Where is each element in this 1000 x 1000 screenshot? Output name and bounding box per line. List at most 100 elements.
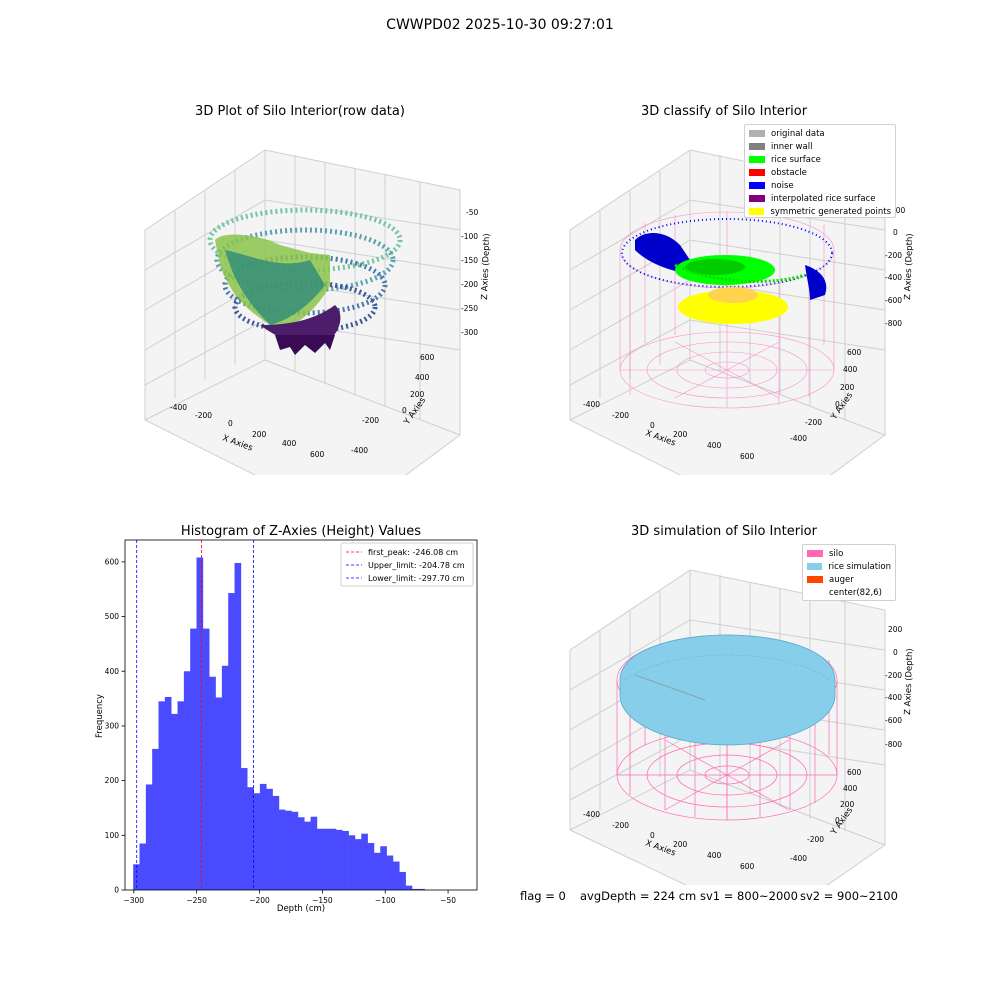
z-tick: -400 [885,693,902,702]
y-tick: 600 [847,348,862,357]
classify-y-ticks: -400 -200 0 200 400 600 [790,348,862,443]
x-tick: 200 [673,430,688,439]
figure-title: CWWPD02 2025-10-30 09:27:01 [386,17,614,33]
raw-point-cloud [207,207,403,355]
legend-label: silo [829,548,844,559]
z-tick: -600 [885,716,902,725]
histogram-title: Histogram of Z-Axies (Height) Values [180,524,422,539]
classify-plot-title: 3D classify of Silo Interior [640,104,808,119]
histogram-bar [234,562,242,890]
y-tick: 0 [402,406,407,415]
histogram-bar [335,829,343,890]
legend-swatch [807,589,823,596]
x-tick: -400 [170,403,187,412]
classify-silo-wireframe [619,211,835,409]
y-tick: -200 [362,416,379,425]
x-tick: 600 [310,450,325,459]
x-tick: -200 [195,411,212,420]
z-tick: -200 [885,251,902,260]
y-tick: 400 [843,365,858,374]
raw-y-ticks: -400 -200 0 200 400 600 [351,353,435,455]
legend-label: center(82,6) [829,587,882,598]
histogram-bar [329,828,337,890]
y-tick-label: 500 [105,612,120,621]
z-tick: 200 [891,206,906,215]
histogram-bar [316,828,324,890]
legend-swatch [807,563,823,570]
y-tick: -200 [807,835,824,844]
histogram-bar [373,852,381,890]
legend-swatch [749,195,765,202]
y-tick: 600 [420,353,435,362]
raw-3d-plot: -400 -200 0 200 400 600 X Axies -400 -20… [144,149,492,475]
histogram-bar [380,846,387,890]
histogram-bar [171,713,178,890]
histogram-y-ticks: 0 100 200 300 400 500 600 [105,557,125,895]
legend-item: rice simulation [807,560,891,573]
legend-item: original data [749,127,891,140]
legend-item: auger [807,573,891,586]
y-tick: 600 [847,768,862,777]
y-tick: 200 [410,390,425,399]
x-tick-label: −300 [123,896,144,905]
z-tick: -200 [461,280,478,289]
legend-item: noise [749,179,891,192]
x-tick: -400 [583,810,600,819]
legend-label: obstacle [771,167,807,178]
x-tick-label: −250 [186,896,207,905]
histogram-bar [253,793,261,890]
simulation-legend: silo rice simulation auger center(82,6) [802,544,896,601]
histogram-bar [285,810,292,890]
y-tick-label: 600 [105,557,120,566]
histogram-bar [266,788,273,890]
z-tick: -400 [885,273,902,282]
legend-label: Lower_limit: -297.70 cm [368,574,465,583]
y-tick: -200 [805,418,822,427]
x-tick: -200 [612,411,629,420]
legend-label: interpolated rice surface [771,193,876,204]
legend-item: center(82,6) [807,586,891,599]
histogram-bar [304,821,311,890]
x-tick: 600 [740,862,755,871]
simulation-x-ticks: -400 -200 0 200 400 600 [583,810,755,871]
histogram-bar [215,697,223,890]
raw-plot-title: 3D Plot of Silo Interior(row data) [195,104,405,119]
z-tick: -800 [885,319,902,328]
x-tick-label: −150 [312,896,333,905]
histogram-bar [418,888,425,890]
histogram-bar [405,885,413,890]
x-tick: 0 [650,421,655,430]
legend-label: Upper_limit: -204.78 cm [368,561,465,570]
histogram-bars [133,557,425,890]
legend-label: noise [771,180,794,191]
histogram-bar [399,871,406,890]
classify-3d-plot: -400 -200 0 200 400 600 X Axies -400 -20… [569,149,915,475]
y-tick: -400 [790,854,807,863]
y-tick: 400 [843,784,858,793]
y-tick-label: 300 [105,721,120,730]
legend-swatch [749,143,765,150]
histogram-bar [386,855,394,890]
status-avg-depth: avgDepth = 224 cm [580,889,697,903]
z-tick: -100 [461,232,478,241]
histogram-bar [228,593,235,890]
y-tick-label: 400 [105,667,120,676]
histogram-bar [348,835,356,890]
legend-swatch [807,576,823,583]
legend-item: symmetric generated points [749,205,891,218]
legend-item: silo [807,547,891,560]
y-tick: 400 [415,373,430,382]
histogram-bar [145,784,153,890]
histogram-bar [367,842,375,890]
x-tick-label: −50 [440,896,456,905]
raw-z-label: Z Axies (Depth) [480,233,492,300]
x-tick-label: −200 [249,896,270,905]
z-tick: 200 [888,625,903,634]
histogram-frame [124,539,478,891]
simulation-rice-surface [619,634,836,746]
x-tick: 600 [740,452,755,461]
legend-swatch [749,208,765,215]
x-tick: 400 [707,851,722,860]
y-tick: 200 [840,383,855,392]
simulation-3d-plot: -400 -200 0 200 400 600 X Axies -400 -20… [569,569,915,885]
